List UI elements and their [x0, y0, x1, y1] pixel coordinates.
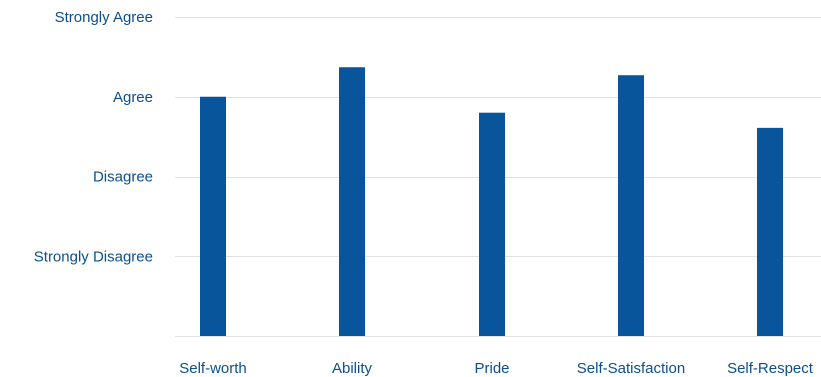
x-axis-tick-labels: Self-worth Ability Pride Self-Satisfaction S…	[179, 360, 814, 377]
y-tick-label: Strongly Disagree	[34, 248, 153, 265]
x-tick-label: Self-Satisfaction	[577, 360, 685, 377]
bar	[618, 75, 644, 336]
y-axis-tick-labels: Strongly Disagree Disagree Agree Strongly A…	[34, 9, 153, 265]
x-tick-label: Ability	[332, 360, 373, 377]
y-tick-label: Strongly Agree	[55, 9, 153, 26]
x-tick-label: Pride	[474, 360, 509, 377]
bar	[757, 127, 783, 336]
x-tick-label: Self-Respect	[727, 360, 814, 377]
bars	[200, 67, 783, 337]
bar	[200, 96, 226, 336]
x-tick-label: Self-worth	[179, 360, 247, 377]
y-tick-label: Disagree	[93, 169, 153, 186]
y-tick-label: Agree	[113, 89, 153, 106]
bar	[339, 67, 365, 337]
bar	[479, 112, 505, 336]
